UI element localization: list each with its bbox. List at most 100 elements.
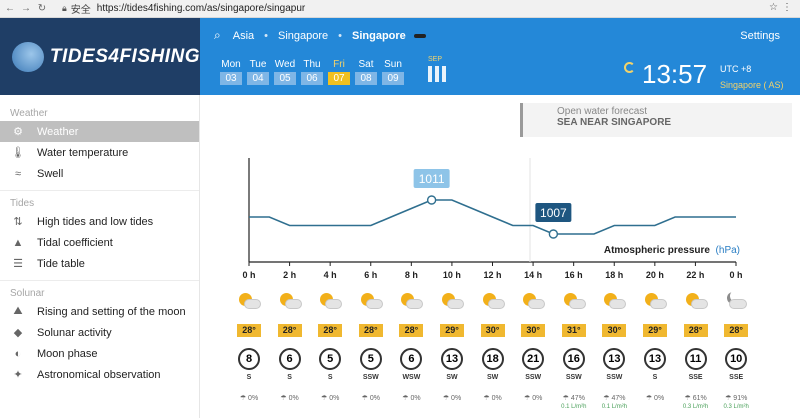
sidebar-item-rising-and-setting-of-the-moon[interactable]: ⛰︎ Rising and setting of the moon: [0, 301, 199, 322]
utc-offset: UTC +8: [720, 64, 752, 74]
wind-speed-badge: 13: [644, 348, 666, 370]
sidebar-item-weather[interactable]: ⚙ Weather: [0, 121, 199, 142]
day-tab-fri[interactable]: Fri 07: [326, 58, 352, 86]
partly-cloudy-icon: [521, 292, 546, 312]
partly-cloudy-icon: [399, 292, 424, 312]
x-tick-label: 6 h: [364, 270, 377, 280]
breadcrumb-asia[interactable]: Asia: [232, 29, 255, 42]
sidebar-item-swell[interactable]: ≈ Swell: [0, 163, 199, 184]
address-bar[interactable]: https://tides4fishing.com/as/singapore/s…: [96, 3, 306, 14]
telescope-icon: ✦: [13, 369, 23, 381]
sidebar-item-label: Astronomical observation: [37, 368, 161, 381]
x-tick-label: 22 h: [686, 270, 704, 280]
open-water-forecast-link[interactable]: Open water forecast SEA NEAR SINGAPORE: [520, 103, 792, 137]
mountains-icon: ⛰︎: [13, 305, 23, 317]
lock-icon: 🔒︎: [62, 3, 67, 13]
wind-speed-badge: 13: [603, 348, 626, 370]
sidebar-item-tidal-coefficient[interactable]: ▲ Tidal coefficient: [0, 232, 199, 253]
wind-speed-badge: 6: [400, 348, 423, 370]
breadcrumb-country[interactable]: Singapore: [278, 29, 329, 42]
rain-probability-value: 0%: [248, 395, 259, 402]
wind-direction: S: [327, 374, 333, 381]
sidebar-item-label: Rising and setting of the moon: [37, 305, 186, 318]
flag-icon: [413, 33, 426, 38]
updown-arrows-icon: ⇅: [13, 216, 23, 228]
search-icon[interactable]: ⌕: [214, 28, 221, 42]
day-name: Sat: [358, 59, 374, 70]
sidebar-section-title: Tides: [10, 198, 35, 209]
rain-probability-value: 0%: [410, 395, 421, 402]
wind-speed-badge: 10: [725, 348, 748, 370]
separator-icon: •: [338, 29, 343, 42]
min-pressure-label-bg: [535, 203, 572, 222]
x-tick-label: 0 h: [242, 270, 255, 280]
triangle-icon: ▲: [12, 236, 24, 249]
max-pressure-point: [426, 195, 437, 205]
calendar-icon[interactable]: SEP: [428, 56, 448, 82]
rain-amount: 0.1 L/m²h: [561, 404, 587, 410]
day-tab-sun[interactable]: Sun 09: [380, 58, 406, 86]
day-name: Mon: [221, 59, 241, 70]
sidebar-item-high-tides-and-low-tides[interactable]: ⇅ High tides and low tides: [0, 211, 199, 232]
day-date: 06: [301, 72, 323, 85]
x-tick-label: 4 h: [324, 270, 337, 280]
day-name: Sun: [384, 59, 402, 70]
partly-cloudy-icon: [602, 292, 627, 312]
day-date: 07: [328, 72, 350, 85]
sidebar-divider: [0, 280, 199, 281]
wind-direction: SSW: [565, 374, 582, 381]
sidebar-divider: [0, 190, 199, 191]
day-tab-wed[interactable]: Wed 05: [272, 58, 298, 86]
partly-cloudy-icon: [440, 292, 464, 312]
rain-probability: ☂ 0%: [402, 395, 421, 402]
hourly-forecast: 28° 8 S ☂ 0% 28° 6 S ☂ 0% 28° 5 S ☂ 0% 28° 5 SSW ☂ 0% 28…: [200, 290, 800, 418]
x-tick-label: 10 h: [443, 270, 461, 280]
day-selector: Mon 03 Tue 04 Wed 05 Thu 06 Fri 07 Sat 08 Sun 09: [218, 58, 407, 86]
day-tab-thu[interactable]: Thu 06: [299, 58, 325, 86]
rain-probability: ☂ 0%: [239, 395, 259, 402]
partly-cloudy-icon: [643, 292, 667, 312]
temperature-badge: 29°: [440, 324, 464, 337]
sidebar-item-water-temperature[interactable]: 🌡︎ Water temperature: [0, 142, 199, 163]
open-water-title: Open water forecast: [557, 106, 648, 117]
thermometer-icon: 🌡︎: [11, 147, 25, 159]
day-tab-mon[interactable]: Mon 03: [218, 58, 244, 86]
sidebar-item-moon-phase[interactable]: ◐ Moon phase: [0, 343, 199, 364]
wind-speed-badge: 11: [684, 348, 707, 370]
temperature-badge: 28°: [399, 324, 424, 337]
temperature-badge: 28°: [237, 324, 261, 337]
temperature-badge: 30°: [480, 324, 505, 337]
x-tick-label: 18 h: [605, 270, 623, 280]
rain-probability: ☂ 0%: [645, 395, 665, 402]
x-tick-label: 20 h: [646, 270, 664, 280]
wind-speed-badge: 16: [562, 348, 585, 370]
pressure-line: [249, 199, 736, 235]
site-logo[interactable]: TIDES4FISHING: [0, 18, 200, 95]
moon-half-icon: ◐: [14, 347, 22, 360]
menu-dots-icon[interactable]: ⋮: [782, 2, 792, 13]
browser-bar: ← → ↻ 🔒︎ 安全 https://tides4fishing.com/as…: [0, 0, 800, 18]
day-date: 09: [382, 72, 404, 85]
wind-direction: SSE: [688, 374, 703, 381]
reload-icon[interactable]: ↻: [37, 3, 47, 14]
day-date: 03: [220, 72, 242, 85]
chart-unit: (hPa): [716, 245, 740, 256]
wind-direction: SSE: [729, 374, 744, 381]
sidebar-item-label: Tide table: [37, 257, 85, 270]
rain-probability-value: 0%: [654, 395, 665, 402]
back-icon[interactable]: ←: [5, 3, 15, 14]
settings-link[interactable]: Settings: [740, 30, 780, 42]
partly-cloudy-icon: [278, 292, 302, 312]
wind-direction: SW: [446, 374, 458, 381]
current-time: 13:57: [642, 59, 708, 89]
sidebar-item-tide-table[interactable]: ☰ Tide table: [0, 253, 199, 274]
min-pressure-label: 1007: [540, 206, 567, 220]
temperature-badge: 29°: [643, 324, 667, 337]
day-tab-sat[interactable]: Sat 08: [353, 58, 379, 86]
day-tab-tue[interactable]: Tue 04: [245, 58, 271, 86]
rain-probability-value: 91%: [733, 395, 748, 402]
forward-icon[interactable]: →: [21, 3, 31, 14]
sidebar-item-solunar-activity[interactable]: ◆ Solunar activity: [0, 322, 199, 343]
bookmark-star-icon[interactable]: ☆: [769, 2, 778, 13]
sidebar-item-astronomical-observation[interactable]: ✦ Astronomical observation: [0, 364, 199, 385]
